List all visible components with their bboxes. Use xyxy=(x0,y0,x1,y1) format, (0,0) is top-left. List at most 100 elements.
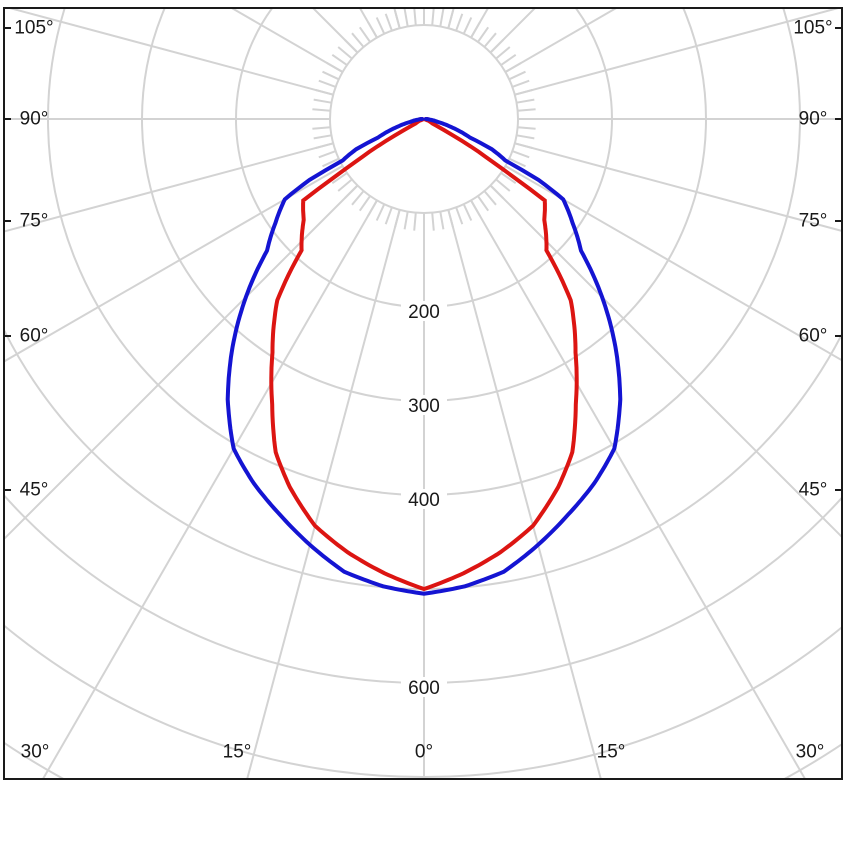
angle-label-right-75°: 75° xyxy=(798,210,828,232)
grid-tick-65deg xyxy=(508,157,526,168)
curve-c0-c180 xyxy=(269,117,579,592)
grid-tick-255deg xyxy=(315,89,334,96)
radial-label-bg-300 xyxy=(401,395,447,415)
grid-tick-245deg xyxy=(322,70,340,81)
grid-tick-40deg xyxy=(483,190,497,206)
radial-value-label-300: 300 xyxy=(408,396,440,417)
grid-tick-25deg xyxy=(462,203,473,221)
grid-tick-15deg xyxy=(447,209,454,228)
grid-tick-190deg xyxy=(403,9,409,27)
angle-label-left-45°: 45° xyxy=(19,479,49,501)
grid-tick-350deg xyxy=(403,211,409,230)
grid-tick-250deg xyxy=(318,79,337,88)
angle-label-right-60°: 60° xyxy=(798,325,828,347)
grid-ray-330deg xyxy=(42,199,378,778)
grid-ray-300deg xyxy=(5,165,344,363)
grid-tick-70deg xyxy=(511,150,530,159)
angle-label-left-60°: 60° xyxy=(19,325,49,347)
plot-frame xyxy=(3,7,843,780)
radial-value-label-600: 600 xyxy=(408,678,440,699)
angle-label-left-105°: 105° xyxy=(14,17,54,39)
curve-c90-c270 xyxy=(225,117,623,596)
grid-tick-295deg xyxy=(322,157,340,168)
grid-ray-195deg xyxy=(393,9,401,29)
grid-tick-205deg xyxy=(375,17,386,35)
grid-ray-345deg xyxy=(246,209,401,778)
grid-tick-125deg xyxy=(500,53,517,66)
grid-tick-275deg xyxy=(312,126,331,130)
radial-value-label-200: 200 xyxy=(408,302,440,323)
grid-ray-315deg xyxy=(5,184,359,540)
grid-ray-255deg xyxy=(9,9,334,96)
grid-tick-200deg xyxy=(384,13,393,32)
grid-tick-110deg xyxy=(511,79,530,88)
grid-tick-100deg xyxy=(516,98,535,104)
grid-tick-155deg xyxy=(462,17,473,35)
grid-tick-230deg xyxy=(337,46,353,60)
grid-tick-185deg xyxy=(413,9,417,26)
angle-label-right-90°: 90° xyxy=(798,108,828,130)
radial-label-bg-200 xyxy=(401,301,447,321)
grid-tick-35deg xyxy=(477,195,490,212)
angle-label-bottom-1: 15° xyxy=(222,741,252,763)
grid-tick-225deg xyxy=(344,39,359,54)
grid-ray-60deg xyxy=(504,165,841,361)
grid-ray-285deg xyxy=(5,142,334,233)
grid-tick-240deg xyxy=(326,62,344,73)
grid-tick-85deg xyxy=(517,126,536,130)
grid-tick-75deg xyxy=(514,142,533,149)
grid-tick-20deg xyxy=(455,206,464,225)
grid-tick-325deg xyxy=(358,195,371,212)
grid-tick-305deg xyxy=(331,172,348,185)
grid-tick-215deg xyxy=(358,26,371,43)
grid-ray-105deg xyxy=(514,9,839,96)
grid-tick-80deg xyxy=(516,134,535,140)
grid-tick-310deg xyxy=(337,178,353,192)
grid-tick-300deg xyxy=(326,165,344,176)
angle-label-right-105°: 105° xyxy=(793,17,833,39)
grid-tick-165deg xyxy=(447,10,454,29)
grid-ray-45deg xyxy=(489,184,841,538)
grid-ray-210deg xyxy=(359,9,378,39)
angle-label-bottom-0: 30° xyxy=(20,741,50,763)
grid-tick-340deg xyxy=(384,206,393,225)
grid-tick-60deg xyxy=(504,165,522,176)
radial-value-label-400: 400 xyxy=(408,490,440,511)
legend-bar: cd/klm η = 100% C0 - C180 C90 - C270 xyxy=(0,780,848,848)
grid-tick-120deg xyxy=(504,62,522,73)
grid-tick-220deg xyxy=(351,32,365,48)
grid-tick-235deg xyxy=(331,53,348,66)
grid-tick-140deg xyxy=(483,32,497,48)
grid-tick-315deg xyxy=(344,184,359,199)
grid-ray-150deg xyxy=(470,9,489,39)
radial-label-bg-600 xyxy=(401,677,447,697)
grid-tick-170deg xyxy=(439,9,445,27)
grid-tick-355deg xyxy=(413,212,417,231)
grid-tick-115deg xyxy=(508,70,526,81)
grid-tick-95deg xyxy=(517,108,536,112)
grid-tick-195deg xyxy=(394,10,401,29)
grid-tick-265deg xyxy=(312,108,331,112)
grid-tick-175deg xyxy=(431,9,435,26)
grid-tick-335deg xyxy=(375,203,386,221)
angle-label-bottom-2: 0° xyxy=(414,741,434,763)
grid-tick-285deg xyxy=(315,142,334,149)
radial-label-bg-400 xyxy=(401,489,447,509)
grid-tick-50deg xyxy=(495,178,511,192)
angle-label-left-75°: 75° xyxy=(19,210,49,232)
grid-tick-30deg xyxy=(470,199,481,217)
grid-tick-145deg xyxy=(477,26,490,43)
grid-tick-5deg xyxy=(431,212,435,231)
angle-label-bottom-3: 15° xyxy=(596,741,626,763)
grid-tick-105deg xyxy=(514,89,533,96)
grid-ray-30deg xyxy=(470,199,806,778)
grid-tick-150deg xyxy=(470,21,481,39)
grid-tick-330deg xyxy=(367,199,378,217)
grid-tick-320deg xyxy=(351,190,365,206)
grid-tick-345deg xyxy=(394,209,401,228)
grid-tick-10deg xyxy=(439,211,445,230)
grid-tick-130deg xyxy=(495,46,511,60)
